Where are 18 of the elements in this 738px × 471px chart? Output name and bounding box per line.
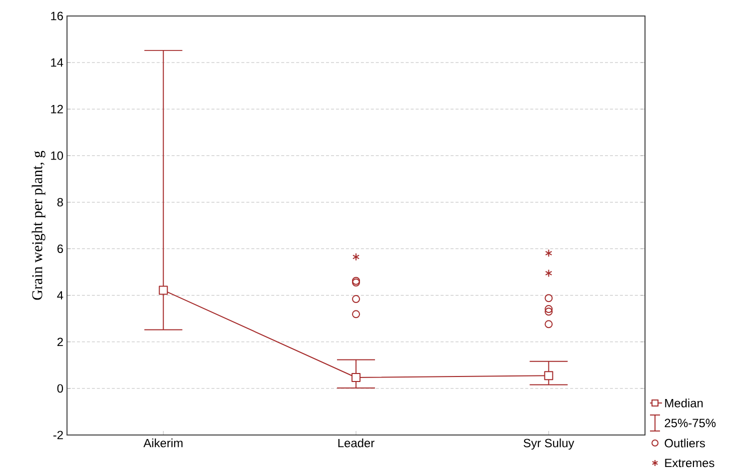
y-tick-label: 12 (51, 104, 63, 114)
y-tick-label: 4 (57, 291, 64, 300)
x-tick-label: Leader (338, 438, 374, 448)
legend-label: Median (665, 398, 703, 408)
text: 25%-75% (664, 418, 716, 428)
y-tick-label: 14 (51, 58, 64, 67)
x-tick-label: Syr Suluy (524, 438, 574, 450)
y-tick-label: 2 (57, 338, 63, 346)
y-tick-label: -2 (53, 430, 63, 440)
y-tick-label: 16 (51, 12, 63, 20)
y-tick-label: 8 (57, 198, 63, 206)
y-axis-title: Grain weight per plant, g (32, 150, 46, 300)
y-tick-label: 10 (51, 151, 64, 160)
y-tick-label: 6 (57, 244, 63, 253)
x-tick-label: Aikerim (143, 438, 182, 448)
legend-label: Outliers (664, 438, 705, 448)
y-tick-label: 0 (57, 384, 64, 393)
legend-label: Extremes (665, 458, 714, 468)
